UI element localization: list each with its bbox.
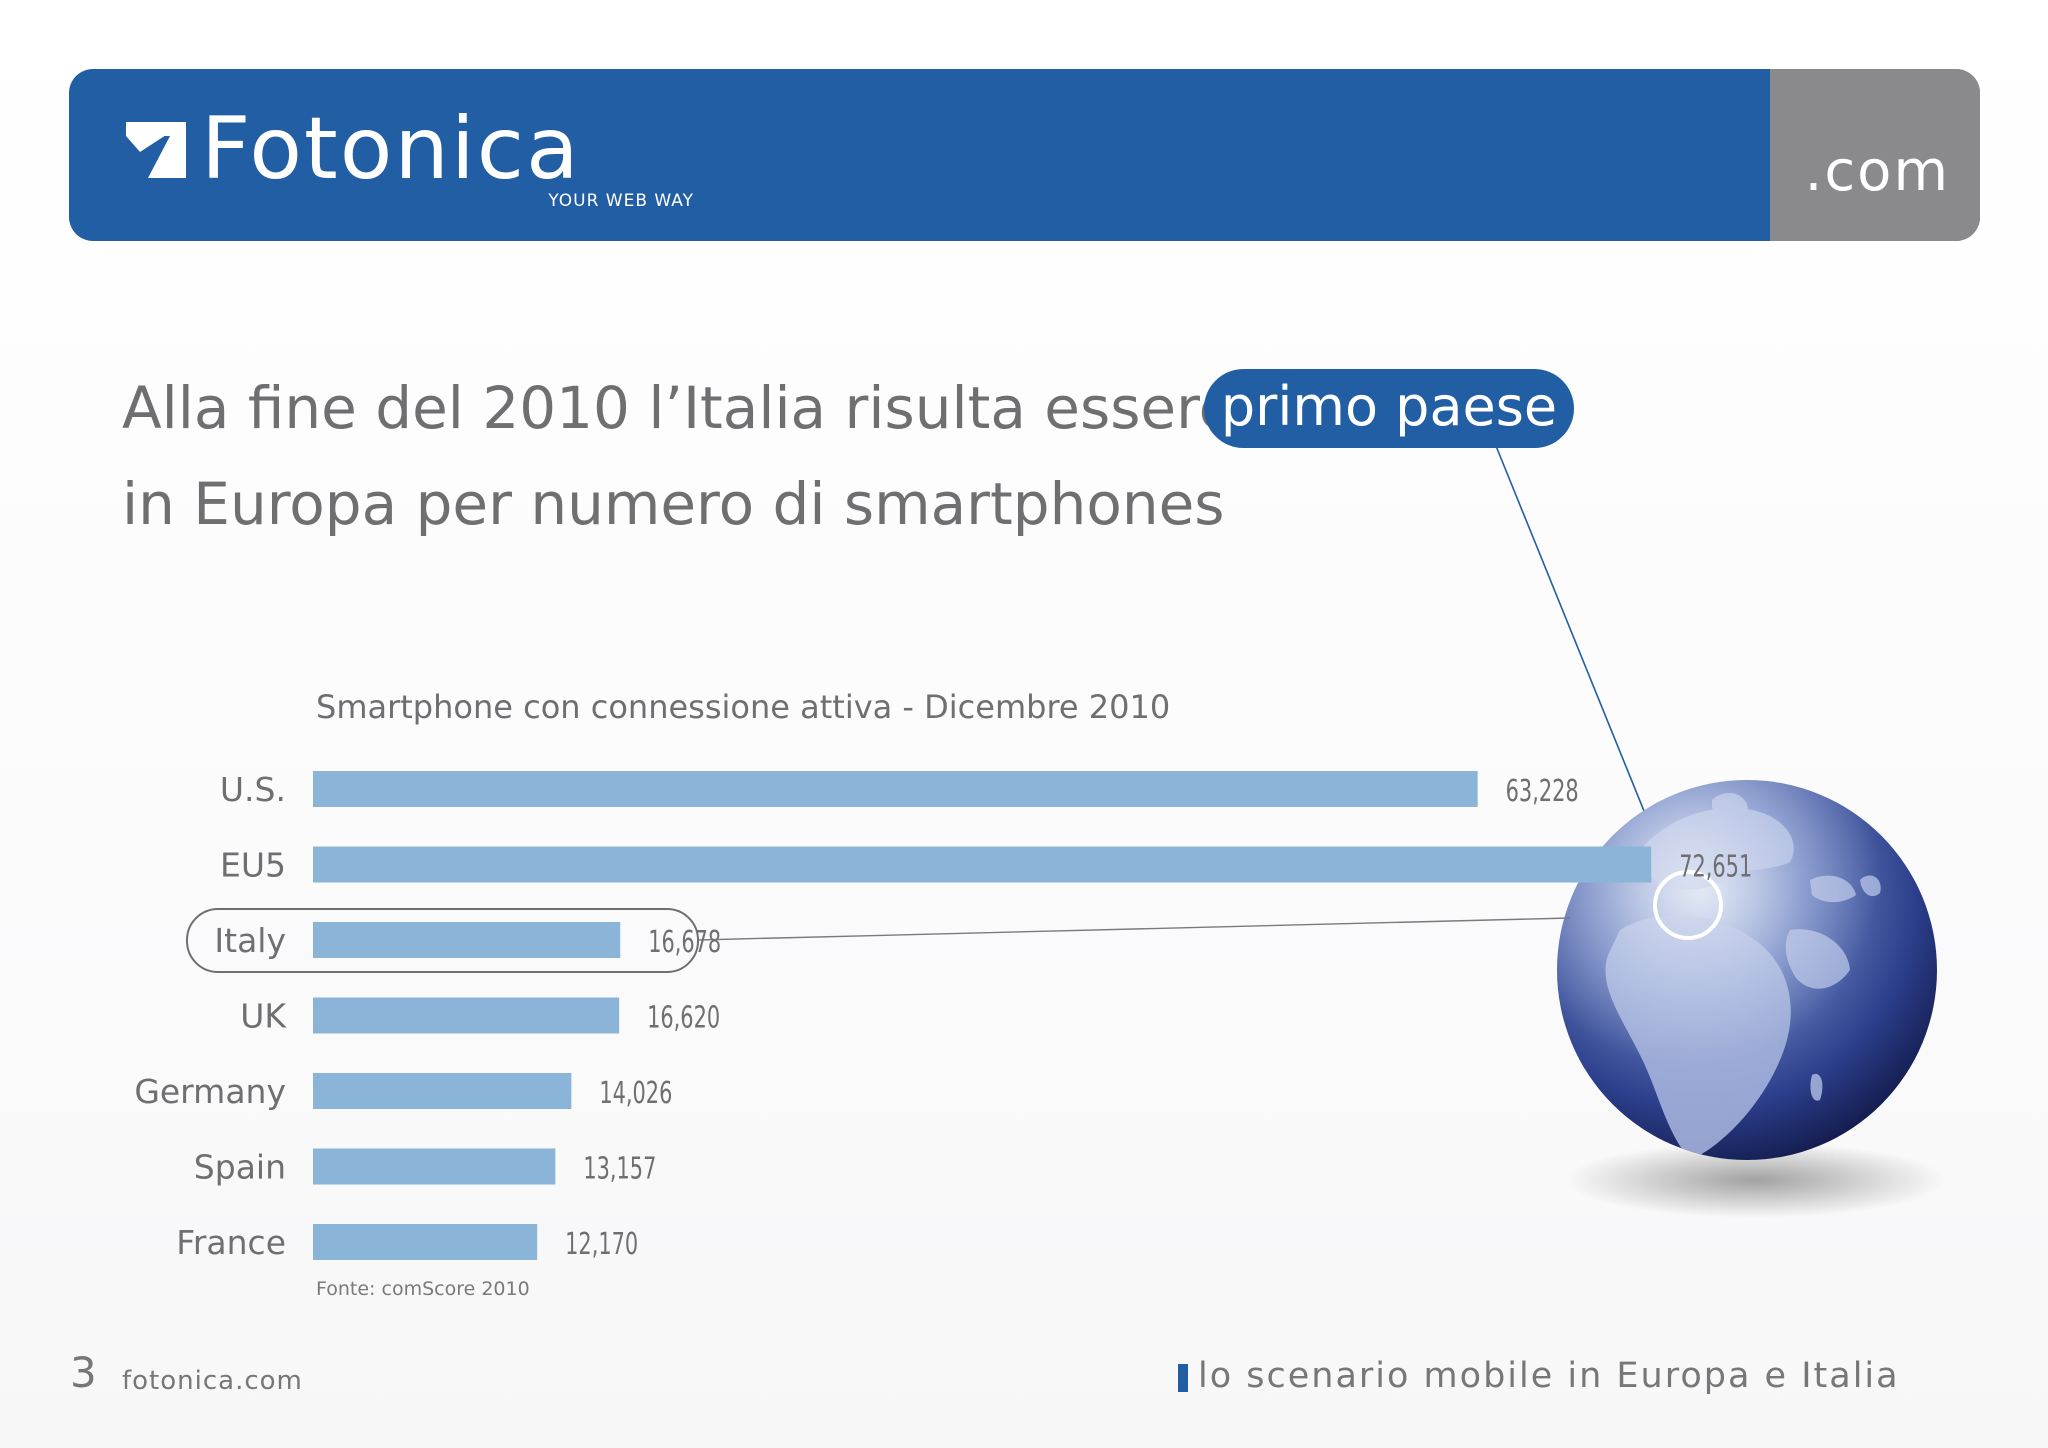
logo-wordmark: Fotonica <box>201 99 581 199</box>
footer-section-title: lo scenario mobile in Europa e Italia <box>1198 1356 1900 1396</box>
italy-highlight-ring <box>1653 870 1723 940</box>
value-label-france: 12,170 <box>565 1227 638 1262</box>
domain-panel: .com <box>1770 69 1980 241</box>
domain-suffix: .com <box>1804 139 1950 204</box>
chart-title: Smartphone con connessione attiva - Dice… <box>316 688 1171 726</box>
page-number: 3 <box>70 1348 97 1397</box>
bar-u-s <box>313 771 1478 807</box>
footer-accent-bar <box>1178 1364 1188 1392</box>
logo-tagline: YOUR WEB WAY <box>548 191 694 211</box>
headline-line-2: in Europa per numero di smartphones <box>122 470 1225 538</box>
category-label-spain: Spain <box>194 1148 286 1187</box>
category-label-germany: Germany <box>134 1072 286 1111</box>
category-label-france: France <box>176 1223 286 1262</box>
italy-connector-line <box>697 917 1571 941</box>
value-label-germany: 14,026 <box>599 1076 672 1111</box>
bar-eu5 <box>313 846 1652 883</box>
globe-icon <box>1557 780 1945 1218</box>
bar-spain <box>313 1148 556 1185</box>
category-label-italy: Italy <box>214 921 286 960</box>
value-label-uk: 16,620 <box>647 1001 720 1036</box>
italy-highlight-capsule <box>186 908 699 973</box>
value-label-eu5: 72,651 <box>1679 850 1752 885</box>
value-label-spain: 13,157 <box>583 1152 656 1187</box>
bar-italy <box>313 922 621 958</box>
category-label-eu5: EU5 <box>220 846 286 885</box>
bar-germany <box>313 1073 572 1109</box>
bars-group: U.S. 63,228 EU5 72,651 Italy 16,678 UK 16,620 Ge… <box>134 770 1752 1262</box>
highlight-pill: primo paese <box>1204 369 1574 448</box>
bar-uk <box>313 997 620 1034</box>
footer-site: fotonica.com <box>122 1366 303 1396</box>
fotonica-logo-icon <box>126 122 186 178</box>
value-label-italy: 16,678 <box>648 925 721 960</box>
chart-source: Fonte: comScore 2010 <box>316 1278 530 1300</box>
header-banner: Fotonica YOUR WEB WAY .com <box>69 69 1980 241</box>
pill-connector-line <box>1495 445 1673 881</box>
category-label-u-s: U.S. <box>220 770 286 809</box>
value-label-u-s: 63,228 <box>1506 774 1579 809</box>
category-label-uk: UK <box>240 997 287 1036</box>
headline-line-1: Alla fine del 2010 l’Italia risulta esse… <box>122 374 1286 442</box>
bar-france <box>313 1224 538 1260</box>
